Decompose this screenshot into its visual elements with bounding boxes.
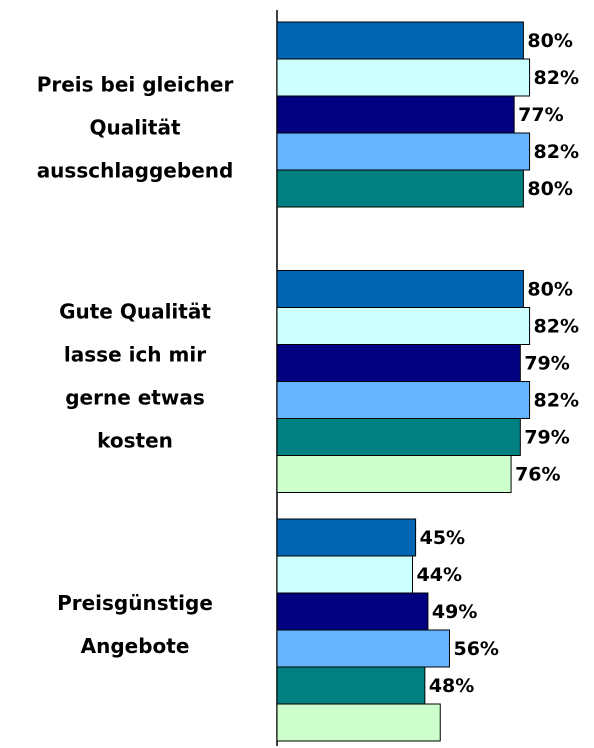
- bar: [276, 132, 531, 171]
- category-label: Preisgünstige: [57, 591, 213, 615]
- bar: [276, 703, 441, 742]
- value-label: 82%: [534, 141, 579, 163]
- bar: [276, 555, 414, 594]
- category-label: kosten: [97, 429, 173, 453]
- value-label: 82%: [534, 390, 579, 412]
- bar: [276, 344, 521, 382]
- value-label: 80%: [527, 178, 572, 200]
- bar: [276, 418, 521, 456]
- value-label: 80%: [527, 279, 572, 301]
- bar: [276, 381, 531, 419]
- value-label: 79%: [524, 353, 569, 375]
- bar: [276, 58, 531, 97]
- value-label: 82%: [534, 67, 579, 89]
- category-label: ausschlaggebend: [37, 159, 234, 183]
- bar: [276, 666, 426, 705]
- bar: [276, 518, 417, 557]
- bar: [276, 592, 429, 631]
- category-label: Preis bei gleicher: [37, 73, 234, 97]
- bar: [276, 307, 531, 345]
- category-label: gerne etwas: [65, 386, 205, 410]
- value-label: 77%: [518, 104, 563, 126]
- value-label: 82%: [534, 316, 579, 338]
- bar: [276, 169, 524, 208]
- value-label: 45%: [420, 527, 465, 549]
- bar: [276, 95, 515, 134]
- bar: [276, 21, 524, 60]
- category-label: Angebote: [81, 634, 190, 658]
- value-label: 79%: [524, 427, 569, 449]
- value-label: 80%: [527, 30, 572, 52]
- category-label: Qualität: [89, 116, 181, 140]
- category-label: lasse ich mir: [64, 343, 206, 367]
- bar: [276, 270, 524, 308]
- value-label: 56%: [453, 638, 498, 660]
- value-label: 76%: [515, 464, 560, 486]
- value-label: 44%: [417, 564, 462, 586]
- category-label: Gute Qualität: [59, 300, 211, 324]
- value-label: 48%: [429, 675, 474, 697]
- value-label: 49%: [432, 601, 477, 623]
- bar: [276, 629, 450, 668]
- bar: [276, 455, 512, 493]
